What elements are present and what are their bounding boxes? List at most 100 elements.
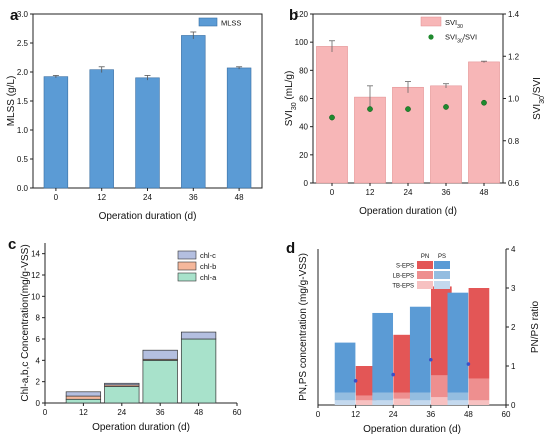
panel-a-x-tick-label: 48 xyxy=(235,193,244,202)
chl-c-bar-segment xyxy=(180,331,217,340)
svi-ratio-point xyxy=(443,104,449,110)
panel-b-y-right-tick-label: 1.2 xyxy=(508,52,520,61)
panel-b-x-axis-label: Operation duration (d) xyxy=(359,206,457,217)
panel-b-y-left-tick-label: 40 xyxy=(299,123,308,132)
panel-c-y-tick-label: 4 xyxy=(36,356,41,365)
legend-label-mlss: MLSS xyxy=(221,19,241,28)
svi-ratio-point xyxy=(367,106,373,112)
panel-c-y-axis-label: Chl-a,b,c Concentration(mg/g-VSS) xyxy=(20,244,31,401)
panel-c-y-tick-label: 6 xyxy=(36,335,41,344)
panel-b-y-right-axis-label: SVI30/SVI xyxy=(532,77,546,120)
panel-b-y-left-tick-label: 120 xyxy=(295,10,309,19)
panel-b-label: b xyxy=(289,7,298,24)
chl-b-bar-segment xyxy=(65,395,102,400)
legend-swatch-pn-s-eps xyxy=(417,261,433,269)
legend-swatch-pn-lb-eps xyxy=(417,271,433,279)
pn-lb-eps-bar-segment xyxy=(393,392,415,399)
ps-tb-eps-bar-segment xyxy=(334,400,356,405)
legend-label-chl-b: chl-b xyxy=(200,262,216,271)
svi30-bar xyxy=(392,86,424,184)
chl-a-bar-segment xyxy=(180,338,217,404)
svi30-bar xyxy=(430,85,462,184)
ps-tb-eps-bar-segment xyxy=(409,400,431,405)
legend-label-svi30: SVI30 xyxy=(445,18,463,30)
panel-c-x-tick-label: 48 xyxy=(194,408,203,417)
panel-a-y-tick-label: 0.5 xyxy=(17,155,29,164)
panel-d-y-right-tick-label: 3 xyxy=(511,284,516,293)
legend-label-chl-c: chl-c xyxy=(200,251,216,260)
chl-c-bar-segment xyxy=(65,391,102,397)
pn-ps-ratio-point xyxy=(391,372,396,377)
legend-label-s-eps: S-EPS xyxy=(396,264,414,270)
svi-ratio-point xyxy=(405,106,411,112)
panel-b-x-tick-label: 0 xyxy=(330,188,335,197)
panel-b-y-right-tick-label: 1.0 xyxy=(508,95,520,104)
panel-d-x-axis-label: Operation duration (d) xyxy=(363,424,461,435)
panel-d-x-tick-label: 36 xyxy=(426,410,435,419)
panel-d-y-right-tick-label: 1 xyxy=(511,362,516,371)
panel-c-y-tick-label: 8 xyxy=(36,314,41,323)
ps-s-eps-bar-segment xyxy=(372,312,394,393)
mlss-bar xyxy=(226,67,252,189)
panel-c-x-tick-label: 60 xyxy=(233,408,242,417)
chl-c-bar-segment xyxy=(104,382,140,386)
panel-a: a 0.0 0.5 1.0 1.5 2.0 2.5 3.0 0 12 24 36 48 Operation… xyxy=(6,7,263,222)
legend-swatch-chl-b xyxy=(177,261,197,271)
panel-a-y-tick-label: 3.0 xyxy=(17,10,29,19)
panel-b-y-right-tick-label: 0.8 xyxy=(508,137,520,146)
panel-a-label: a xyxy=(10,7,19,24)
pn-lb-eps-bar-segment xyxy=(468,378,490,401)
panel-c-y-tick-label: 10 xyxy=(31,292,40,301)
svi30-bar xyxy=(468,61,500,184)
pn-ps-ratio-point xyxy=(353,379,358,383)
mlss-bar xyxy=(43,76,69,189)
panel-a-y-tick-label: 1.0 xyxy=(17,126,29,135)
ps-lb-eps-bar-segment xyxy=(334,392,356,401)
legend-label-chl-a: chl-a xyxy=(200,273,217,282)
panel-c-label: c xyxy=(8,236,16,253)
pn-tb-eps-bar-segment xyxy=(468,400,490,405)
panel-a-y-tick-label: 0.0 xyxy=(17,184,29,193)
pn-ps-ratio-point xyxy=(429,357,433,362)
pn-lb-eps-bar-segment xyxy=(430,375,452,398)
panel-a-x-tick-label: 36 xyxy=(189,193,198,202)
panel-d-y-right-axis-label: PN/PS ratio xyxy=(530,300,541,353)
panel-d-x-tick-label: 24 xyxy=(389,410,398,419)
panel-a-y-tick-label: 2.0 xyxy=(17,68,29,77)
panel-d-label: d xyxy=(286,240,295,257)
panel-d-x-tick-label: 12 xyxy=(351,410,360,419)
panel-b-x-tick-label: 48 xyxy=(480,188,489,197)
panel-b-y-left-tick-label: 0 xyxy=(304,179,309,188)
ps-tb-eps-bar-segment xyxy=(372,400,394,405)
legend-header-ps: PS xyxy=(438,254,446,260)
panel-a-y-tick-label: 2.5 xyxy=(17,39,29,48)
panel-d-y-right-tick-label: 4 xyxy=(511,245,516,254)
panel-c-x-tick-label: 0 xyxy=(43,408,48,417)
panel-d-x-tick-label: 60 xyxy=(502,410,511,419)
panel-d-x-tick-label: 0 xyxy=(316,410,321,419)
pn-ps-ratio-point xyxy=(466,362,471,366)
legend-label-svi-ratio: SVI30/SVI xyxy=(445,33,477,45)
ps-s-eps-bar-segment xyxy=(409,306,431,393)
chl-a-bar-segment xyxy=(142,359,178,404)
legend-marker-svi-ratio xyxy=(428,34,434,40)
panel-b-y-left-axis-label: SVI30 (mL/g) xyxy=(284,71,298,127)
mlss-bar xyxy=(89,69,114,189)
panel-b-x-tick-label: 36 xyxy=(442,188,451,197)
pn-tb-eps-bar-segment xyxy=(430,397,452,405)
panel-c-y-tick-label: 2 xyxy=(36,378,41,387)
ps-tb-eps-bar-segment xyxy=(447,400,469,405)
panel-a-y-tick-label: 1.5 xyxy=(17,97,29,106)
legend-swatch-ps-tb-eps xyxy=(434,281,450,289)
legend-swatch-ps-lb-eps xyxy=(434,271,450,279)
panel-d-x-tick-label: 48 xyxy=(464,410,473,419)
panel-b-y-left-tick-label: 20 xyxy=(299,151,308,160)
panel-a-x-tick-label: 12 xyxy=(97,193,106,202)
legend-label-lb-eps: LB-EPS xyxy=(393,274,414,280)
mlss-bar xyxy=(181,35,206,189)
panel-c-x-tick-label: 36 xyxy=(156,408,165,417)
ps-lb-eps-bar-segment xyxy=(447,392,469,401)
